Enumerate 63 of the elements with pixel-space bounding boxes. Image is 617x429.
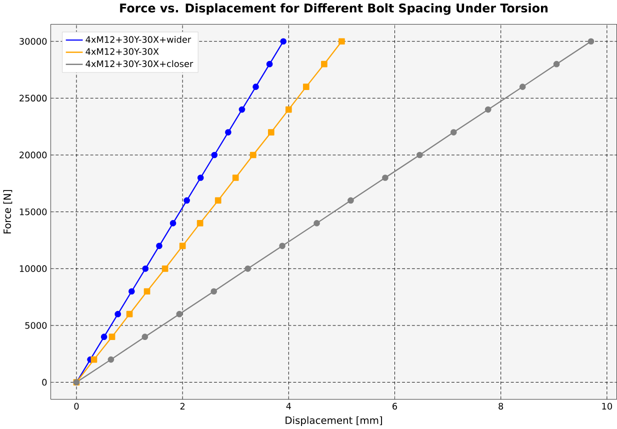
point [197,174,204,181]
x-tick-label: 2 [180,402,185,410]
point [338,38,345,44]
point [232,174,239,181]
point [100,334,108,340]
point [314,220,320,226]
point [484,106,492,113]
legend-label: 4xM12+30Y-30X+wider [86,36,192,43]
point [214,197,222,204]
point [519,84,526,90]
y-tick-label: 5000 [25,322,47,329]
point [588,38,594,44]
x-tick-label: 8 [498,402,504,410]
point [211,152,218,158]
point [142,265,149,272]
point [303,84,310,90]
point [196,220,204,226]
legend-label: 4xM12+30Y-30X+closer [86,60,194,68]
x-tick-label: 6 [392,402,398,410]
point [108,356,114,363]
point [179,242,186,249]
y-tick-label: 25000 [20,94,47,102]
point [108,334,116,340]
y-tick-label: 30000 [20,38,47,45]
point [244,265,251,272]
point [156,242,162,249]
point [553,60,560,68]
point [144,288,150,294]
point [225,128,232,136]
legend-label: 4xM12+30Y-30X [86,48,159,55]
point [238,106,246,113]
point [90,356,98,363]
y-axis-title: Force [N] [3,190,12,234]
point [170,220,176,226]
y-tick-label: 20000 [20,152,47,158]
point [128,288,135,294]
x-tick-label: 10 [602,402,612,410]
point [176,310,183,318]
point [210,288,218,294]
y-tick-label: 15000 [20,208,47,216]
point [450,128,457,136]
point [416,152,423,158]
point [252,84,259,90]
point [162,265,168,272]
x-tick-label: 0 [74,402,79,410]
point [321,60,328,68]
point [266,60,273,68]
point [279,242,286,249]
x-tick-label: 4 [286,402,291,410]
x-axis-title: Displacement [mm] [286,416,382,426]
point [250,152,256,158]
point [268,128,274,136]
point [114,310,122,318]
point [280,38,287,44]
point [382,174,388,181]
point [285,106,292,113]
y-tick-label: 0 [42,378,47,386]
point [142,334,148,340]
chart-title: Force vs. Displacement for Different Bolt Spacing Under Torsion [120,3,548,15]
y-tick-label: 10000 [20,265,47,272]
point [126,310,133,318]
point [348,197,354,204]
point [184,197,190,204]
